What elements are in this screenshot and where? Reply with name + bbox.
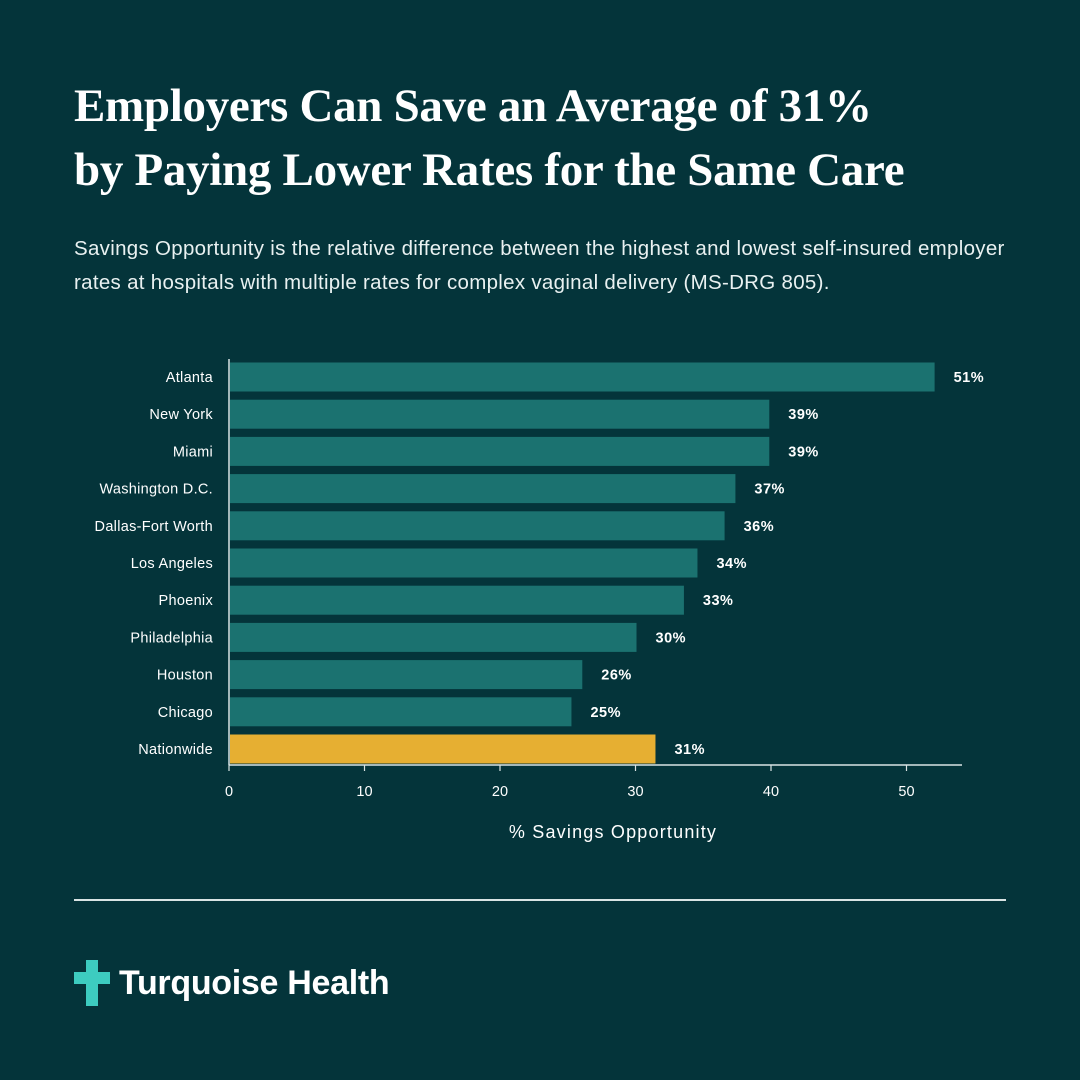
bar-7 xyxy=(230,622,637,652)
bar-0 xyxy=(230,362,935,392)
bar-9 xyxy=(230,697,572,727)
x-tick-label: 10 xyxy=(356,784,372,800)
x-tick-label: 40 xyxy=(763,784,779,800)
category-label: Philadelphia xyxy=(130,630,213,646)
category-label: Houston xyxy=(157,668,213,684)
category-label: Miami xyxy=(173,444,213,460)
bar-3 xyxy=(230,474,736,504)
x-axis-label: % Savings Opportunity xyxy=(509,822,717,842)
data-label: 25% xyxy=(590,705,621,721)
brand-name: Turquoise Health xyxy=(119,964,390,1002)
bar-4 xyxy=(230,511,725,541)
data-label: 33% xyxy=(703,593,734,609)
data-label: 30% xyxy=(656,630,687,646)
data-label: 39% xyxy=(788,407,819,423)
bar-6 xyxy=(230,585,684,615)
category-label: Nationwide xyxy=(138,742,213,758)
bar-8 xyxy=(230,660,583,690)
bar-chart: Atlanta 51% New York 39% Miami 39% Washington … xyxy=(95,359,985,842)
category-label: Phoenix xyxy=(159,593,214,609)
bar-10 xyxy=(230,734,656,764)
x-tick-label: 0 xyxy=(225,784,233,800)
category-label: Atlanta xyxy=(166,370,214,386)
bar-2 xyxy=(230,436,770,466)
bar-1 xyxy=(230,399,770,429)
category-label: Los Angeles xyxy=(131,556,213,572)
data-label: 31% xyxy=(674,742,705,758)
data-label: 26% xyxy=(601,668,632,684)
data-label: 37% xyxy=(754,482,785,498)
category-label: New York xyxy=(149,407,213,423)
footer-divider xyxy=(74,899,1006,901)
x-tick-label: 20 xyxy=(492,784,508,800)
category-label: Dallas-Fort Worth xyxy=(95,519,213,535)
title-line-1: Employers Can Save an Average of 31% xyxy=(74,80,872,132)
data-label: 51% xyxy=(954,370,985,386)
category-label: Chicago xyxy=(158,705,213,721)
data-label: 34% xyxy=(716,556,747,572)
category-label: Washington D.C. xyxy=(99,482,213,498)
cross-icon xyxy=(74,960,110,1006)
chart-title: Employers Can Save an Average of 31% by … xyxy=(74,74,1034,202)
data-label: 39% xyxy=(788,444,819,460)
chart-subtitle: Savings Opportunity is the relative diff… xyxy=(74,237,1005,294)
title-line-2: by Paying Lower Rates for the Same Care xyxy=(74,144,905,196)
bar-5 xyxy=(230,548,698,578)
x-tick-label: 30 xyxy=(627,784,643,800)
data-label: 36% xyxy=(744,519,775,535)
x-tick-label: 50 xyxy=(898,784,914,800)
